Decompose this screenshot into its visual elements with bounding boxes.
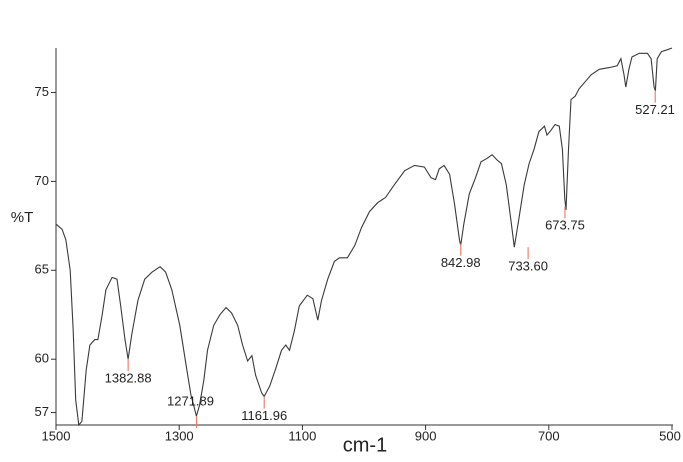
y-tick-label: 75 (35, 84, 49, 99)
x-tick-label: 700 (538, 428, 560, 443)
peak-label: 842.98 (441, 255, 481, 270)
peak-label: 673.75 (545, 218, 585, 233)
y-tick-label: 70 (35, 173, 49, 188)
y-tick-label: 65 (35, 262, 49, 277)
spectrum-line (55, 47, 673, 427)
x-tick-label: 1100 (288, 428, 316, 443)
y-tick-label: 57 (35, 404, 49, 419)
x-tick-label: 1500 (42, 428, 71, 443)
peak-label: 1271.89 (167, 394, 214, 409)
y-axis-label: %T (11, 209, 34, 226)
peak-label: 1161.96 (241, 408, 287, 423)
peak-label: 1382.88 (105, 371, 152, 386)
x-tick-label: 1300 (165, 428, 194, 443)
y-tick-label: 60 (35, 351, 49, 366)
peak-label: 733.60 (508, 259, 548, 274)
x-tick-label: 500 (659, 428, 681, 443)
x-tick-label: 900 (415, 428, 437, 443)
x-axis-label: cm-1 (343, 434, 387, 456)
peak-label: 527.21 (635, 102, 675, 117)
